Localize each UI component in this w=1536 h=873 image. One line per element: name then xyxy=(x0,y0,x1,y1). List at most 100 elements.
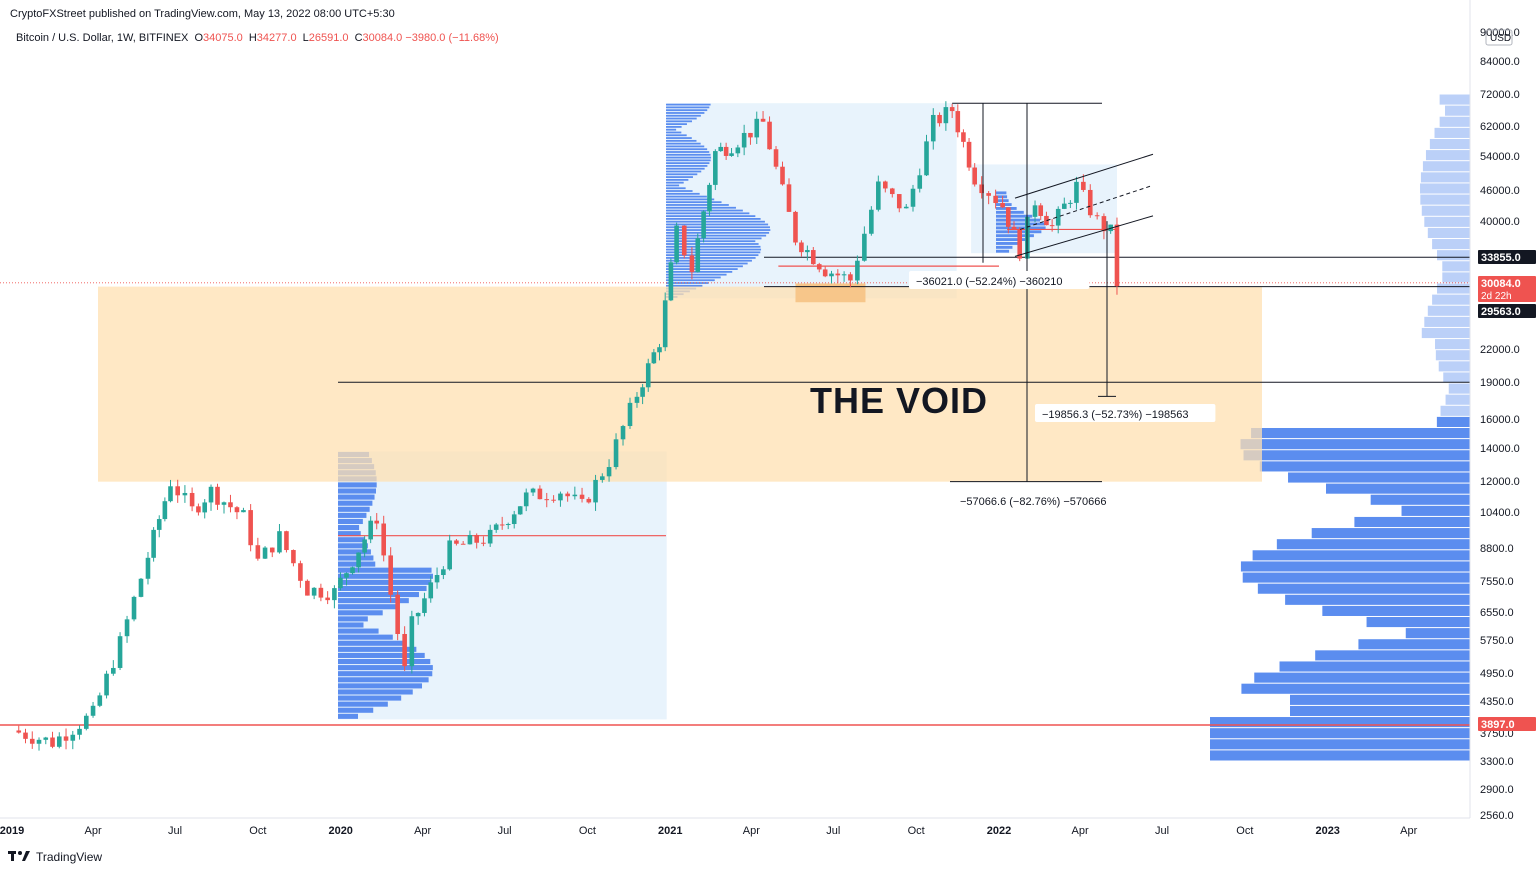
volume-profile-bar-2021 xyxy=(666,106,710,109)
volume-profile-bar-2021 xyxy=(666,218,761,220)
volume-profile-bar-2021 xyxy=(666,112,705,114)
candle xyxy=(924,141,929,176)
price-tick-label: 54000.0 xyxy=(1480,151,1520,163)
time-tick-label: Oct xyxy=(908,825,925,837)
candle xyxy=(558,493,563,501)
price-tick-label: 10400.0 xyxy=(1480,507,1520,519)
volume-profile-bar-right xyxy=(1370,494,1470,505)
candle xyxy=(23,732,28,739)
channel-mid xyxy=(1019,185,1151,230)
volume-profile-bar-2021 xyxy=(666,123,687,126)
candle xyxy=(713,151,718,185)
volume-profile-bar-right xyxy=(1420,194,1470,205)
volume-profile-bar-2020 xyxy=(338,537,365,543)
candle xyxy=(43,737,49,740)
candle xyxy=(422,598,427,613)
volume-profile-bar-right xyxy=(1290,694,1470,705)
time-tick-label: Jul xyxy=(168,825,182,837)
volume-profile-bar-2021 xyxy=(666,178,689,181)
volume-profile-bar-2020 xyxy=(338,713,358,719)
volume-profile-bar-right xyxy=(1257,583,1470,594)
time-tick-label: 2019 xyxy=(0,825,24,837)
price-badge-label: 3897.0 xyxy=(1481,719,1515,731)
candle xyxy=(723,146,729,156)
volume-profile-bar-right xyxy=(1421,327,1470,339)
candle xyxy=(499,524,505,526)
candle xyxy=(805,250,810,253)
candle xyxy=(949,107,955,112)
volume-profile-bar-2021 xyxy=(666,204,729,206)
time-tick-label: Oct xyxy=(1236,825,1253,837)
candle xyxy=(544,499,550,501)
volume-profile-bar-2021 xyxy=(666,137,692,139)
legend-close-label: C xyxy=(354,32,363,44)
candle xyxy=(735,147,741,154)
candle xyxy=(662,300,668,348)
candle xyxy=(305,580,310,596)
volume-profile-bar-right xyxy=(1276,539,1470,550)
volume-profile-bar-right xyxy=(1242,572,1470,583)
volume-profile-bar-2022 xyxy=(996,214,1033,218)
volume-profile-bar-right xyxy=(1401,505,1470,516)
volume-profile-bar-2022 xyxy=(996,218,1041,222)
candle xyxy=(917,175,923,189)
candle xyxy=(579,494,585,499)
volume-profile-bar-2020 xyxy=(338,677,429,683)
candle xyxy=(1074,181,1079,203)
volume-profile-bar-2021 xyxy=(666,153,711,156)
volume-profile-bar-2020 xyxy=(338,555,374,561)
time-tick-label: Jul xyxy=(498,825,512,837)
candle xyxy=(1044,215,1049,226)
candle xyxy=(811,250,816,265)
volume-profile-bar-2021 xyxy=(666,184,680,187)
legend-symbol[interactable]: Bitcoin / U.S. Dollar, 1W, BITFINEX xyxy=(16,32,189,44)
tradingview-logo-icon xyxy=(8,851,30,861)
price-tick-label: 8800.0 xyxy=(1480,543,1514,555)
volume-profile-bar-right xyxy=(1440,405,1470,416)
volume-profile-bar-2021 xyxy=(666,167,705,170)
time-tick-label: Apr xyxy=(1071,825,1088,837)
volume-profile-bar-2021 xyxy=(666,159,711,162)
candle xyxy=(162,501,168,520)
candle xyxy=(674,225,679,263)
volume-profile-bar-2021 xyxy=(666,206,736,209)
candle xyxy=(77,728,82,735)
price-badge-label: 33855.0 xyxy=(1481,252,1521,264)
volume-profile-bar-right xyxy=(1443,372,1470,383)
candle xyxy=(63,736,69,741)
volume-profile-bar-right xyxy=(1326,483,1470,494)
candle xyxy=(70,734,76,741)
candle xyxy=(124,619,130,637)
volume-profile-bar-right xyxy=(1405,628,1470,639)
candle xyxy=(454,540,459,544)
candle xyxy=(381,523,387,556)
candle xyxy=(202,502,208,513)
candle xyxy=(1032,205,1038,217)
volume-profile-bar-right xyxy=(1288,472,1470,483)
candle xyxy=(447,540,452,570)
volume-profile-bar-2020 xyxy=(338,689,413,695)
candle xyxy=(409,616,415,667)
candle xyxy=(707,184,712,212)
price-tick-label: 6550.0 xyxy=(1480,607,1514,619)
time-tick-label: 2023 xyxy=(1315,825,1339,837)
candle xyxy=(255,545,261,559)
candle xyxy=(869,209,874,234)
volume-profile-bar-2021 xyxy=(666,243,759,245)
candle xyxy=(269,547,275,553)
time-tick-label: Jul xyxy=(826,825,840,837)
candle xyxy=(117,636,123,668)
tradingview-footer[interactable]: TradingView xyxy=(8,850,102,864)
price-tick-label: 7550.0 xyxy=(1480,576,1514,588)
measurement-label-1: −36021.0 (−52.24%) −360210 xyxy=(909,271,1090,289)
candle xyxy=(729,153,734,156)
candle xyxy=(1038,205,1044,216)
volume-profile-bar-right xyxy=(1425,150,1470,161)
candle xyxy=(910,188,916,207)
candle xyxy=(530,488,536,493)
candle xyxy=(111,667,116,674)
volume-profile-bar-right xyxy=(1442,272,1470,283)
volume-profile-bar-2020 xyxy=(338,616,368,622)
volume-profile-bar-2020 xyxy=(338,640,406,646)
